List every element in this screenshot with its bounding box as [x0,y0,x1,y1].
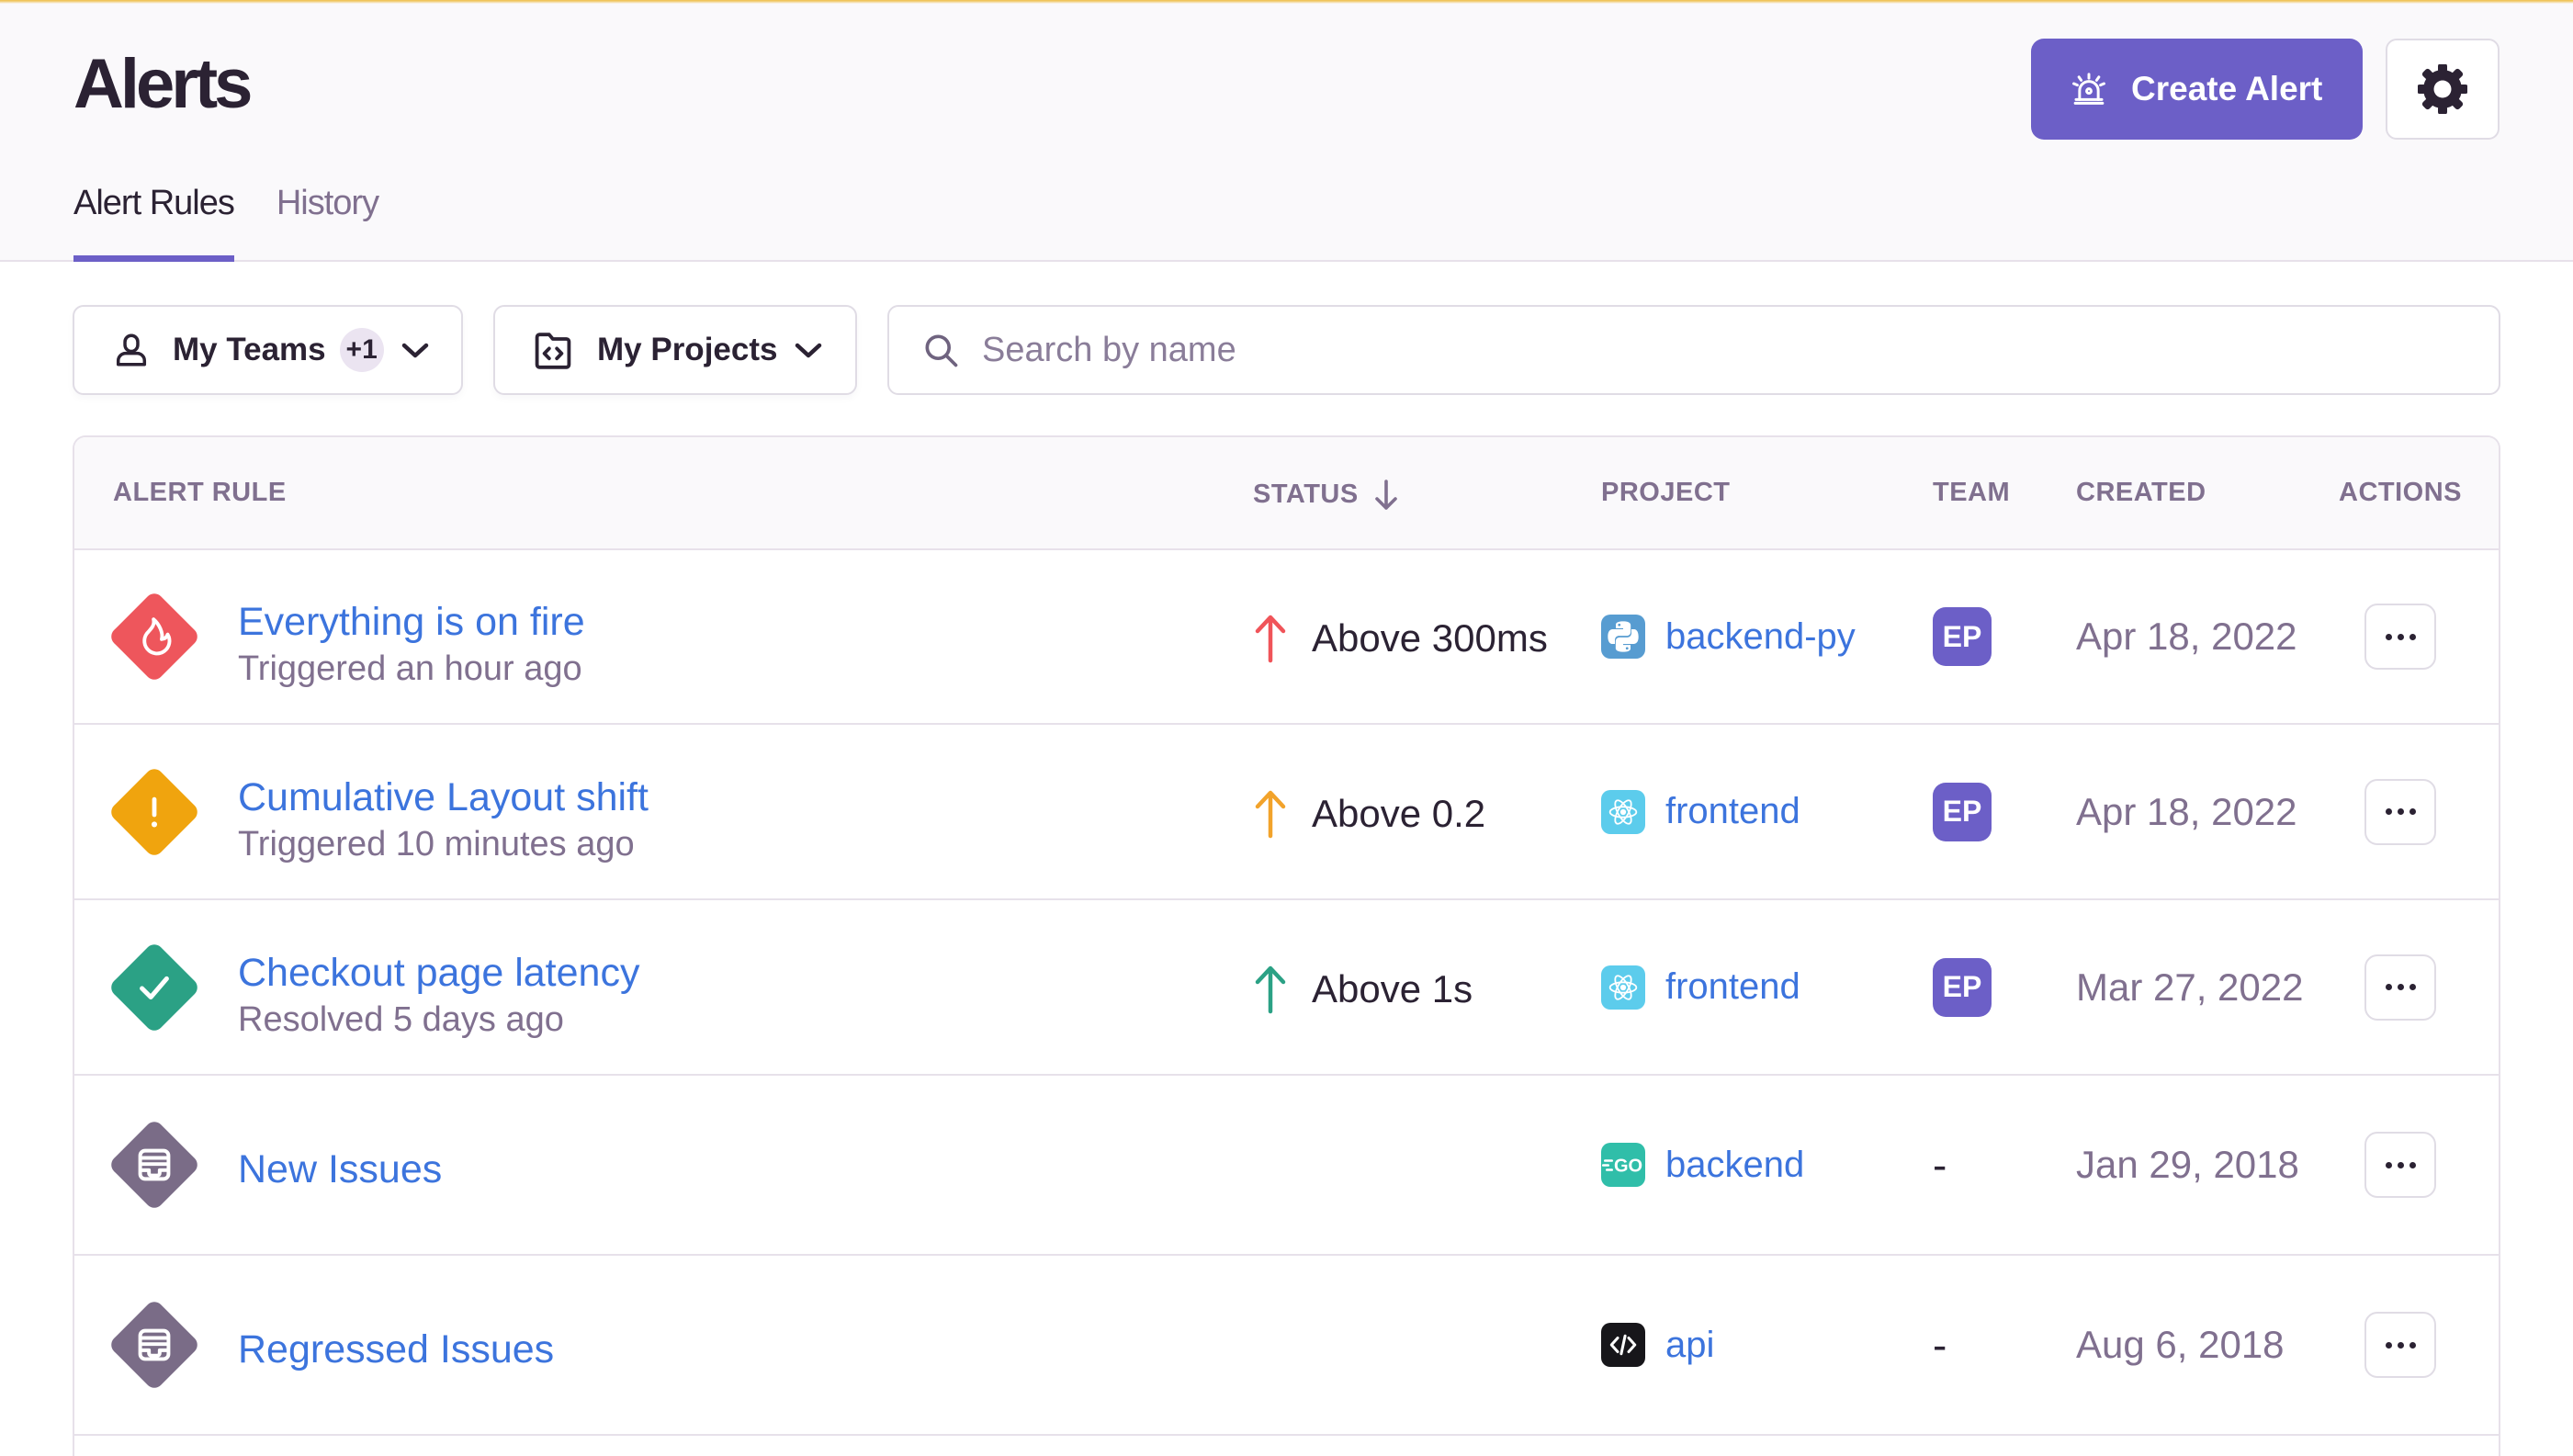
svg-text:GO: GO [1614,1157,1642,1177]
